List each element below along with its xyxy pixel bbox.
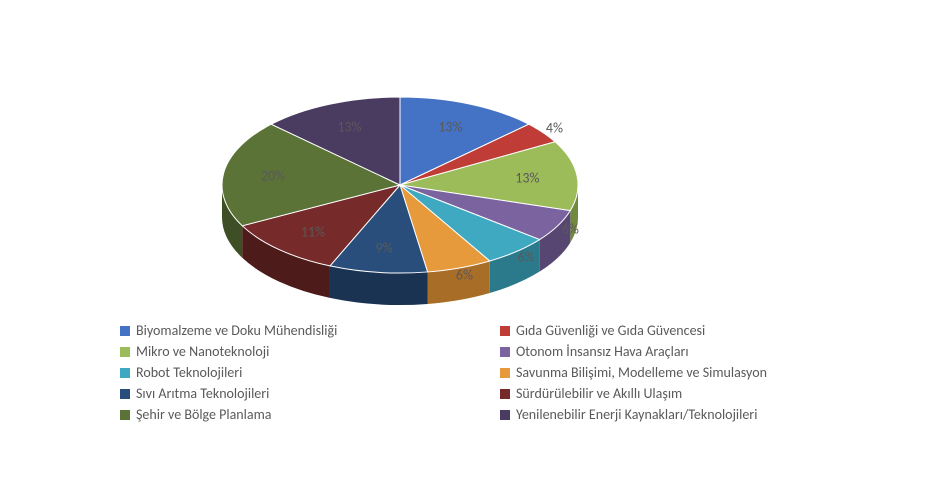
legend-swatch xyxy=(120,368,130,378)
legend-item: Sürdürülebilir ve Akıllı Ulaşım xyxy=(500,385,880,402)
legend-swatch xyxy=(500,368,510,378)
legend-label: Robot Teknolojileri xyxy=(136,364,242,381)
slice-percent-label: 6% xyxy=(456,266,473,283)
legend-label: Yenilenebilir Enerji Kaynakları/Teknoloj… xyxy=(516,406,757,423)
legend-item: Savunma Bilişimi, Modelleme ve Simulasyo… xyxy=(500,364,880,381)
legend-item: Biyomalzeme ve Doku Mühendisliği xyxy=(120,322,500,339)
legend-swatch xyxy=(500,389,510,399)
slice-percent-label: 13% xyxy=(337,118,361,135)
slice-percent-label: 20% xyxy=(261,168,285,185)
slice-percent-label: 6% xyxy=(562,221,579,238)
legend-swatch xyxy=(120,389,130,399)
pie-chart: 13% 4% 13% 6% 6% 6% 9% 11% 20% 13% xyxy=(0,0,933,320)
legend-swatch xyxy=(500,410,510,420)
legend-label: Biyomalzeme ve Doku Mühendisliği xyxy=(136,322,337,339)
slice-percent-label: 13% xyxy=(438,118,462,135)
chart-container: 13% 4% 13% 6% 6% 6% 9% 11% 20% 13% Biyomalzeme ve… xyxy=(0,0,933,500)
legend-item: Mikro ve Nanoteknoloji xyxy=(120,343,500,360)
legend-label: Otonom İnsansız Hava Araçları xyxy=(516,343,689,360)
legend-label: Gıda Güvenliği ve Gıda Güvencesi xyxy=(516,322,705,339)
legend-item: Şehir ve Bölge Planlama xyxy=(120,406,500,423)
legend-label: Sıvı Arıtma Teknolojileri xyxy=(136,385,269,402)
legend-swatch xyxy=(120,410,130,420)
legend: Biyomalzeme ve Doku Mühendisliği Mikro ve… xyxy=(120,320,880,425)
legend-swatch xyxy=(120,347,130,357)
legend-column: Gıda Güvenliği ve Gıda Güvencesi Otonom İ… xyxy=(500,320,880,425)
legend-label: Mikro ve Nanoteknoloji xyxy=(136,343,269,360)
legend-swatch xyxy=(500,326,510,336)
slice-percent-label: 11% xyxy=(301,223,325,240)
legend-swatch xyxy=(120,326,130,336)
slice-percent-label: 9% xyxy=(376,239,393,256)
legend-item: Robot Teknolojileri xyxy=(120,364,500,381)
slice-percent-label: 4% xyxy=(546,120,563,137)
legend-label: Savunma Bilişimi, Modelleme ve Simulasyo… xyxy=(516,364,767,381)
legend-item: Gıda Güvenliği ve Gıda Güvencesi xyxy=(500,322,880,339)
legend-label: Sürdürülebilir ve Akıllı Ulaşım xyxy=(516,385,682,402)
slice-percent-label: 6% xyxy=(518,248,535,265)
legend-label: Şehir ve Bölge Planlama xyxy=(136,406,271,423)
legend-item: Yenilenebilir Enerji Kaynakları/Teknoloj… xyxy=(500,406,880,423)
legend-column: Biyomalzeme ve Doku Mühendisliği Mikro ve… xyxy=(120,320,500,425)
legend-item: Otonom İnsansız Hava Araçları xyxy=(500,343,880,360)
legend-item: Sıvı Arıtma Teknolojileri xyxy=(120,385,500,402)
slice-percent-label: 13% xyxy=(515,170,539,187)
legend-swatch xyxy=(500,347,510,357)
